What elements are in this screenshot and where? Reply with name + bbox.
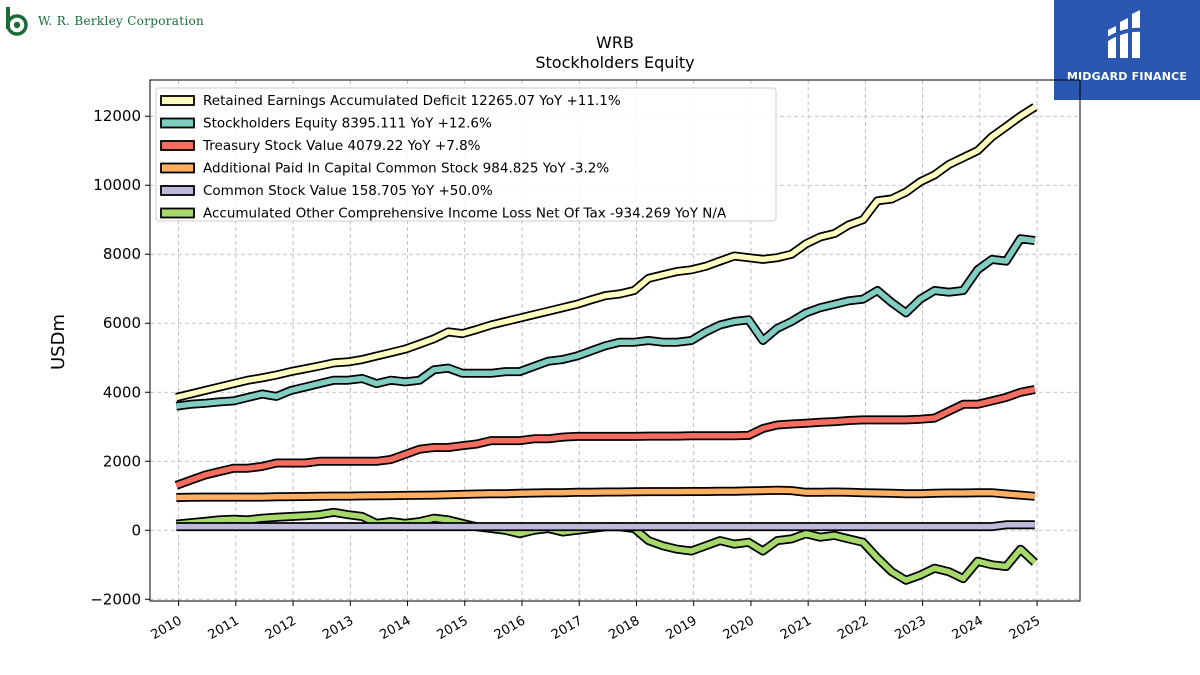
y-tick-label: 6000 xyxy=(103,314,141,332)
chart-title: WRB xyxy=(596,33,634,52)
x-tick-label: 2017 xyxy=(549,613,585,643)
series-line xyxy=(176,485,1036,502)
legend-label: Common Stock Value 158.705 YoY +50.0% xyxy=(203,183,493,199)
x-tick-label: 2010 xyxy=(148,613,184,643)
series-line xyxy=(175,103,1038,402)
x-tick-label: 2025 xyxy=(1007,613,1043,643)
y-tick-label: 10000 xyxy=(93,176,141,194)
y-tick-label: 4000 xyxy=(103,383,141,401)
y-tick-label: 8000 xyxy=(103,245,141,263)
midgard-logo-icon xyxy=(1104,10,1147,58)
x-tick-label: 2019 xyxy=(664,613,700,643)
series-line-stroke xyxy=(176,522,1035,530)
legend-item: Additional Paid In Capital Common Stock … xyxy=(160,161,609,177)
legend-swatch xyxy=(160,95,195,106)
x-tick-label: 2024 xyxy=(950,613,986,643)
y-axis: −2000 0 2000 4000 6000 8000 10000 12000 xyxy=(90,107,150,608)
midgard-brand-box: MIDGARD FINANCE xyxy=(1054,0,1200,100)
y-tick-label: 0 xyxy=(131,521,141,539)
x-tick-label: 2014 xyxy=(377,613,413,643)
x-tick-label: 2011 xyxy=(206,613,242,643)
x-tick-label: 2016 xyxy=(492,613,528,643)
x-tick-label: 2013 xyxy=(320,613,356,643)
berkley-b-logo-icon xyxy=(6,7,28,36)
legend-swatch xyxy=(160,117,195,129)
legend-swatch xyxy=(160,140,195,151)
legend-label: Retained Earnings Accumulated Deficit 12… xyxy=(203,93,621,109)
brand-name: MIDGARD FINANCE xyxy=(1066,70,1188,83)
legend-item: Treasury Stock Value 4079.22 YoY +7.8% xyxy=(160,138,481,154)
plot-frame xyxy=(149,79,1081,602)
series-line-stroke xyxy=(175,235,1036,409)
y-tick-label: 12000 xyxy=(93,107,141,125)
x-tick-label: 2015 xyxy=(435,613,471,643)
legend-label: Accumulated Other Comprehensive Income L… xyxy=(203,206,727,222)
series-line xyxy=(175,234,1036,411)
series-line-stroke xyxy=(176,487,1036,501)
series-line xyxy=(174,385,1036,490)
x-axis: 2010 2011 2012 2013 2014 2015 2016 2017 2018 2019… xyxy=(148,601,1043,643)
x-tick-label: 2012 xyxy=(263,613,299,643)
x-tick-label: 2021 xyxy=(778,613,814,643)
x-tick-label: 2018 xyxy=(606,613,642,643)
y-axis-label: USDm xyxy=(48,314,69,370)
x-tick-label: 2023 xyxy=(892,613,928,643)
legend-item: Stockholders Equity 8395.111 YoY +12.6% xyxy=(160,116,492,132)
legend-swatch xyxy=(160,185,195,196)
legend-label: Treasury Stock Value 4079.22 YoY +7.8% xyxy=(202,138,481,154)
series-line xyxy=(176,520,1035,532)
legend-item: Accumulated Other Comprehensive Income L… xyxy=(160,206,727,222)
x-tick-label: 2022 xyxy=(835,613,871,643)
series-line-stroke xyxy=(175,104,1037,401)
legend-label: Stockholders Equity 8395.111 YoY +12.6% xyxy=(203,116,492,132)
series-line-stroke xyxy=(175,386,1036,488)
legend-item: Retained Earnings Accumulated Deficit 12… xyxy=(160,93,621,109)
legend-swatch xyxy=(160,207,195,219)
y-tick-label: −2000 xyxy=(90,590,141,608)
y-tick-label: 2000 xyxy=(103,452,141,470)
x-tick-label: 2020 xyxy=(721,613,757,643)
company-logo: W. R. Berkley Corporation xyxy=(4,4,204,38)
legend-item: Common Stock Value 158.705 YoY +50.0% xyxy=(160,183,493,199)
legend-box xyxy=(155,87,777,222)
legend-label: Additional Paid In Capital Common Stock … xyxy=(203,161,609,177)
chart-subtitle: Stockholders Equity xyxy=(535,53,694,72)
legend: Retained Earnings Accumulated Deficit 12… xyxy=(155,87,777,222)
series-layer xyxy=(174,103,1038,585)
legend-swatch xyxy=(160,162,195,174)
series-line-outline xyxy=(175,234,1036,411)
company-name: W. R. Berkley Corporation xyxy=(38,14,205,28)
